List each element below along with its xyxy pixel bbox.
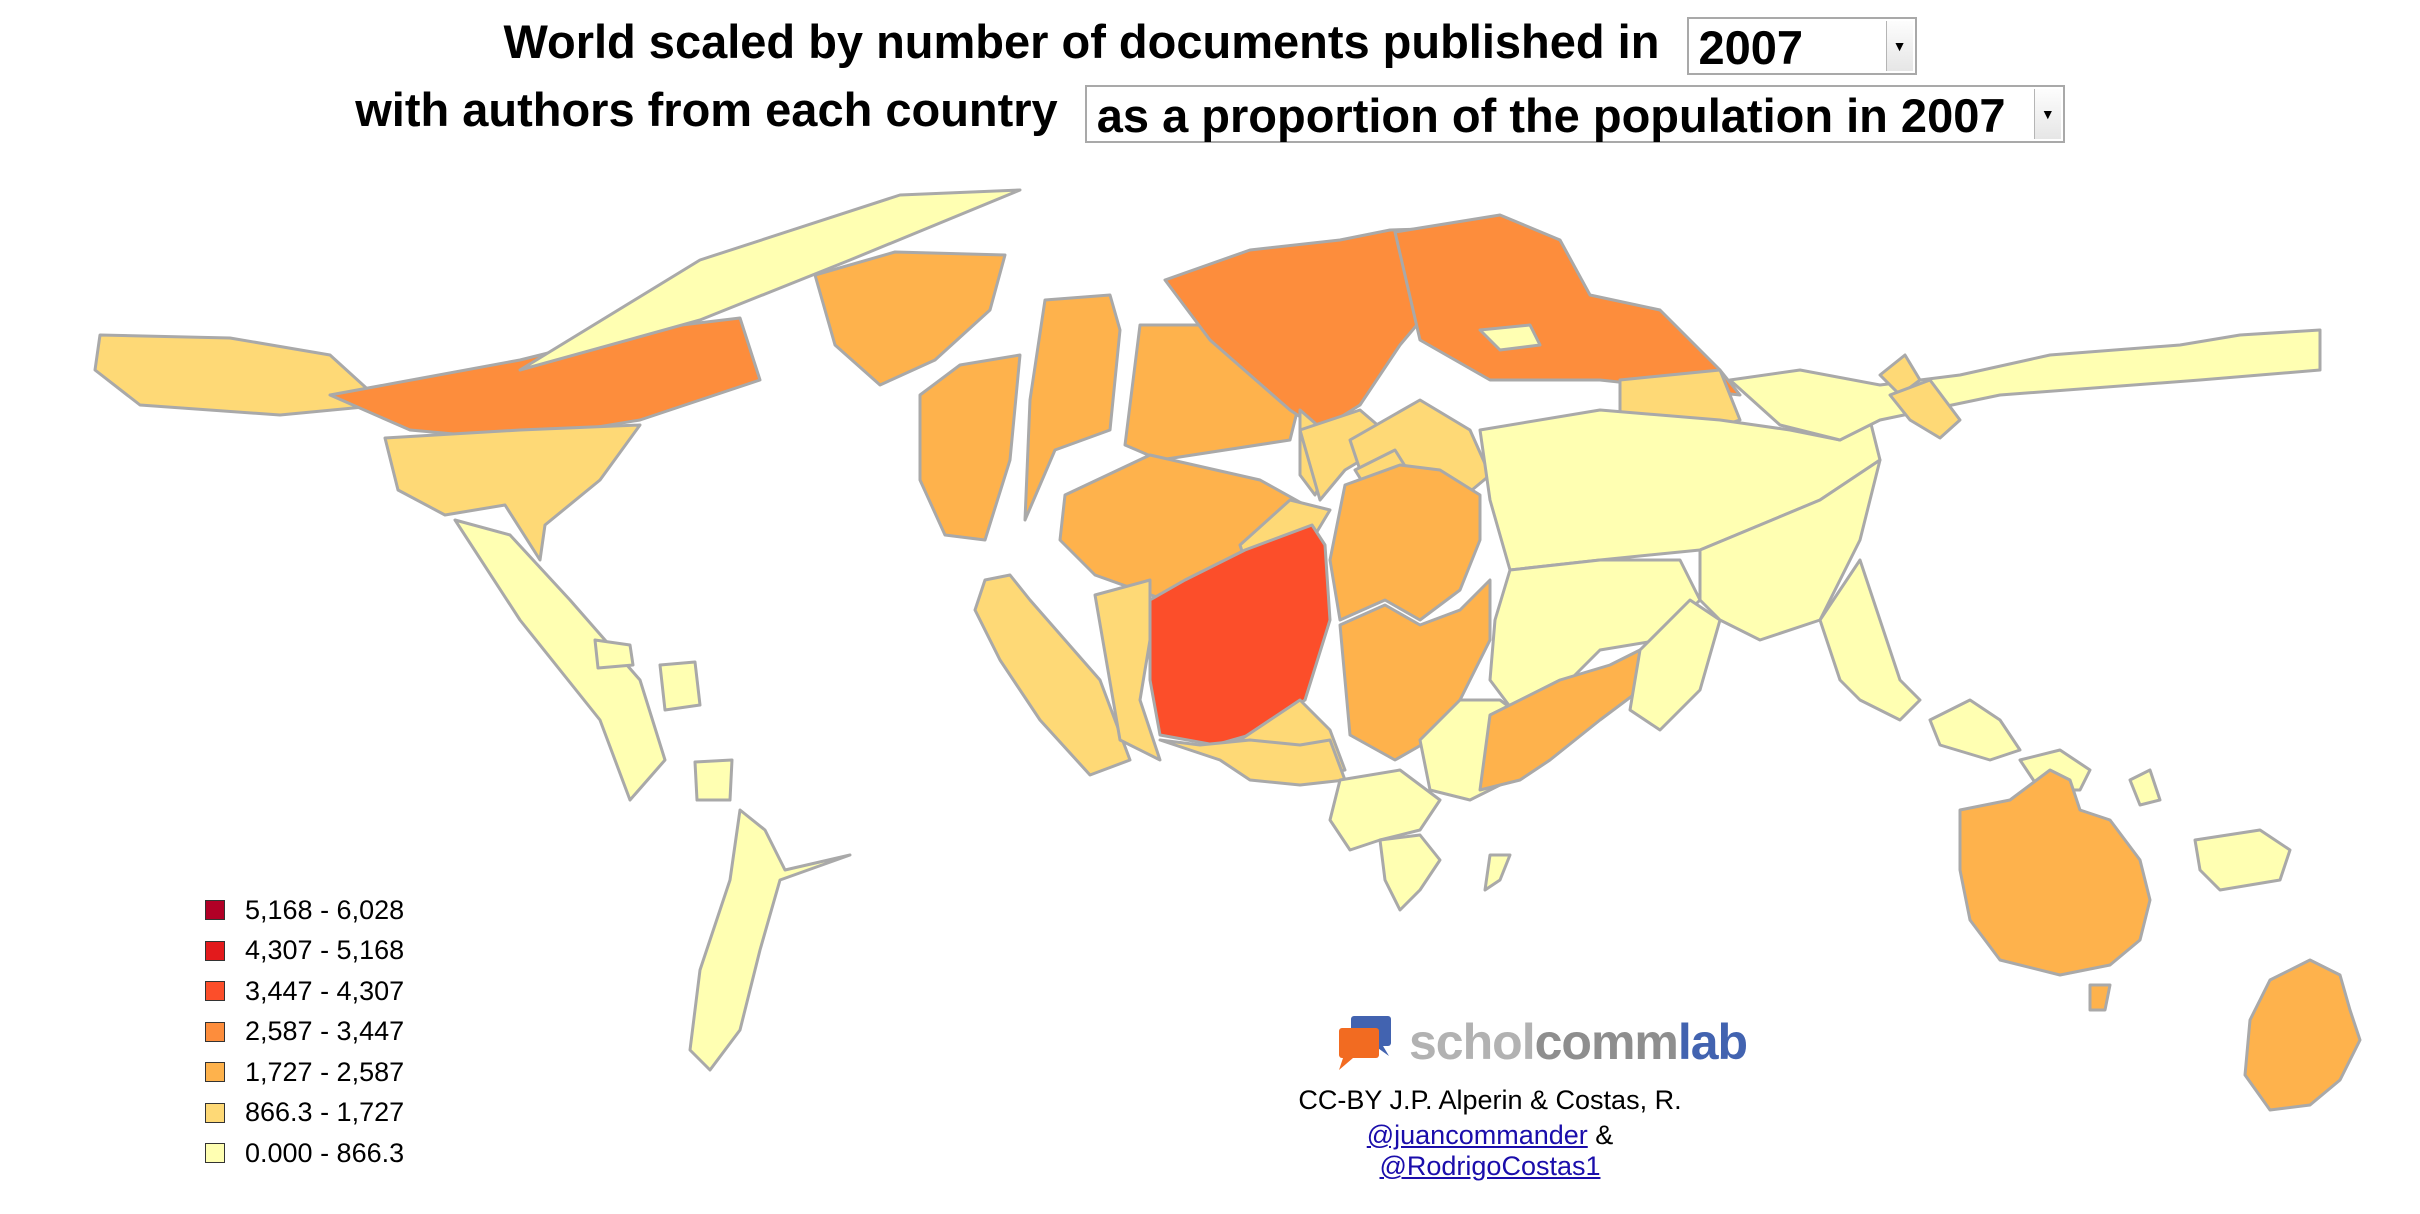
author-links: @juancommander & @RodrigoCostas1 — [1280, 1120, 1700, 1182]
region-east-asia[interactable] — [1818, 558, 1922, 722]
legend-item: 866.3 - 1,727 — [205, 1093, 404, 1134]
region-alaska[interactable] — [93, 333, 387, 417]
twitter-link-rodrigocostas1[interactable]: @RodrigoCostas1 — [1379, 1151, 1601, 1181]
chat-bubbles-icon — [1339, 1016, 1391, 1070]
region-southeast-asia[interactable] — [1928, 698, 2022, 762]
legend-item: 1,727 - 2,587 — [205, 1052, 404, 1093]
region-iceland[interactable] — [813, 250, 1007, 387]
legend-swatch — [205, 900, 225, 921]
title-line-1: World scaled by number of documents publ… — [0, 14, 2420, 75]
cartogram-map — [93, 188, 2362, 1112]
region-usa[interactable] — [383, 423, 642, 562]
region-caribbean[interactable] — [658, 660, 702, 712]
region-pacific-island[interactable] — [2193, 828, 2292, 892]
region-africa-south[interactable] — [1378, 833, 1442, 912]
region-africa-north[interactable] — [1158, 738, 1347, 787]
region-switzerland[interactable] — [1148, 523, 1332, 747]
legend-swatch — [205, 1021, 225, 1042]
region-cuba[interactable] — [593, 638, 635, 670]
legend-label: 3,447 - 4,307 — [245, 975, 405, 1006]
metric-select-value: as a proportion of the population in 200… — [1096, 88, 2006, 142]
legend-swatch — [205, 981, 225, 1002]
brand-part-2: comm — [1534, 1014, 1679, 1070]
legend-label: 5,168 - 6,028 — [245, 894, 405, 925]
brand-part-1: schol — [1409, 1014, 1536, 1070]
region-india[interactable] — [1628, 598, 1722, 732]
region-japan[interactable] — [1878, 353, 1922, 397]
legend-item: 3,447 - 4,307 — [205, 971, 404, 1012]
region-tasmania[interactable] — [2088, 983, 2112, 1012]
region-middle-east[interactable] — [1488, 558, 1702, 722]
map-legend: 5,168 - 6,028 4,307 - 5,168 3,447 - 4,30… — [205, 890, 404, 1174]
region-korea[interactable] — [1888, 378, 1962, 440]
legend-item: 4,307 - 5,168 — [205, 931, 404, 972]
region-russia-east[interactable] — [1393, 213, 1742, 397]
title-text-2: with authors from each country — [355, 83, 1058, 136]
license-credit: CC-BY J.P. Alperin & Costas, R. — [1298, 1085, 1682, 1115]
region-africa[interactable] — [1328, 768, 1442, 852]
legend-label: 0.000 - 866.3 — [245, 1137, 405, 1168]
region-norway[interactable] — [918, 353, 1022, 542]
legend-swatch — [205, 940, 225, 961]
legend-label: 2,587 - 3,447 — [245, 1016, 405, 1047]
legend-swatch — [205, 1143, 225, 1164]
year-select-value: 2007 — [1698, 20, 1804, 74]
legend-item: 0.000 - 866.3 — [205, 1133, 404, 1174]
legend-label: 866.3 - 1,727 — [245, 1097, 405, 1128]
region-spain[interactable] — [1093, 578, 1162, 762]
brand-logo: scholcommlab — [1335, 1010, 1748, 1074]
legend-item: 2,587 - 3,447 — [205, 1012, 404, 1053]
legend-label: 4,307 - 5,168 — [245, 935, 405, 966]
region-venezuela[interactable] — [693, 758, 734, 802]
region-philippines[interactable] — [2128, 768, 2162, 807]
region-netherlands[interactable] — [1328, 463, 1482, 622]
dropdown-arrow-icon[interactable]: ▼ — [1885, 20, 1913, 71]
twitter-link-juancommander[interactable]: @juancommander — [1366, 1120, 1588, 1150]
legend-label: 1,727 - 2,587 — [245, 1056, 405, 1087]
region-madagascar[interactable] — [1483, 853, 1512, 892]
metric-select[interactable]: as a proportion of the population in 200… — [1084, 84, 2065, 143]
region-austria[interactable] — [1338, 578, 1492, 762]
year-select[interactable]: 2007 ▼ — [1686, 16, 1917, 75]
region-greenland-strip[interactable] — [518, 188, 1022, 372]
link-separator: & — [1587, 1120, 1614, 1150]
region-portugal[interactable] — [973, 573, 1132, 777]
title-text-1: World scaled by number of documents publ… — [503, 15, 1660, 68]
title-line-2: with authors from each country as a prop… — [0, 82, 2420, 143]
region-sweden[interactable] — [1023, 293, 1122, 522]
region-iceland-small[interactable] — [1478, 323, 1542, 352]
legend-swatch — [205, 1062, 225, 1083]
region-new-zealand[interactable] — [2243, 958, 2362, 1112]
region-siberia[interactable] — [1728, 328, 2322, 442]
region-south-america[interactable] — [688, 808, 852, 1072]
brand-name: scholcommlab — [1409, 1013, 1748, 1071]
region-israel[interactable] — [1478, 643, 1652, 792]
legend-swatch — [205, 1102, 225, 1123]
brand-part-3: lab — [1677, 1014, 1748, 1070]
region-australia[interactable] — [1958, 768, 2152, 977]
region-central-america[interactable] — [453, 518, 667, 802]
legend-item: 5,168 - 6,028 — [205, 890, 404, 931]
dropdown-arrow-icon[interactable]: ▼ — [2033, 88, 2061, 139]
region-canada[interactable] — [328, 316, 762, 442]
